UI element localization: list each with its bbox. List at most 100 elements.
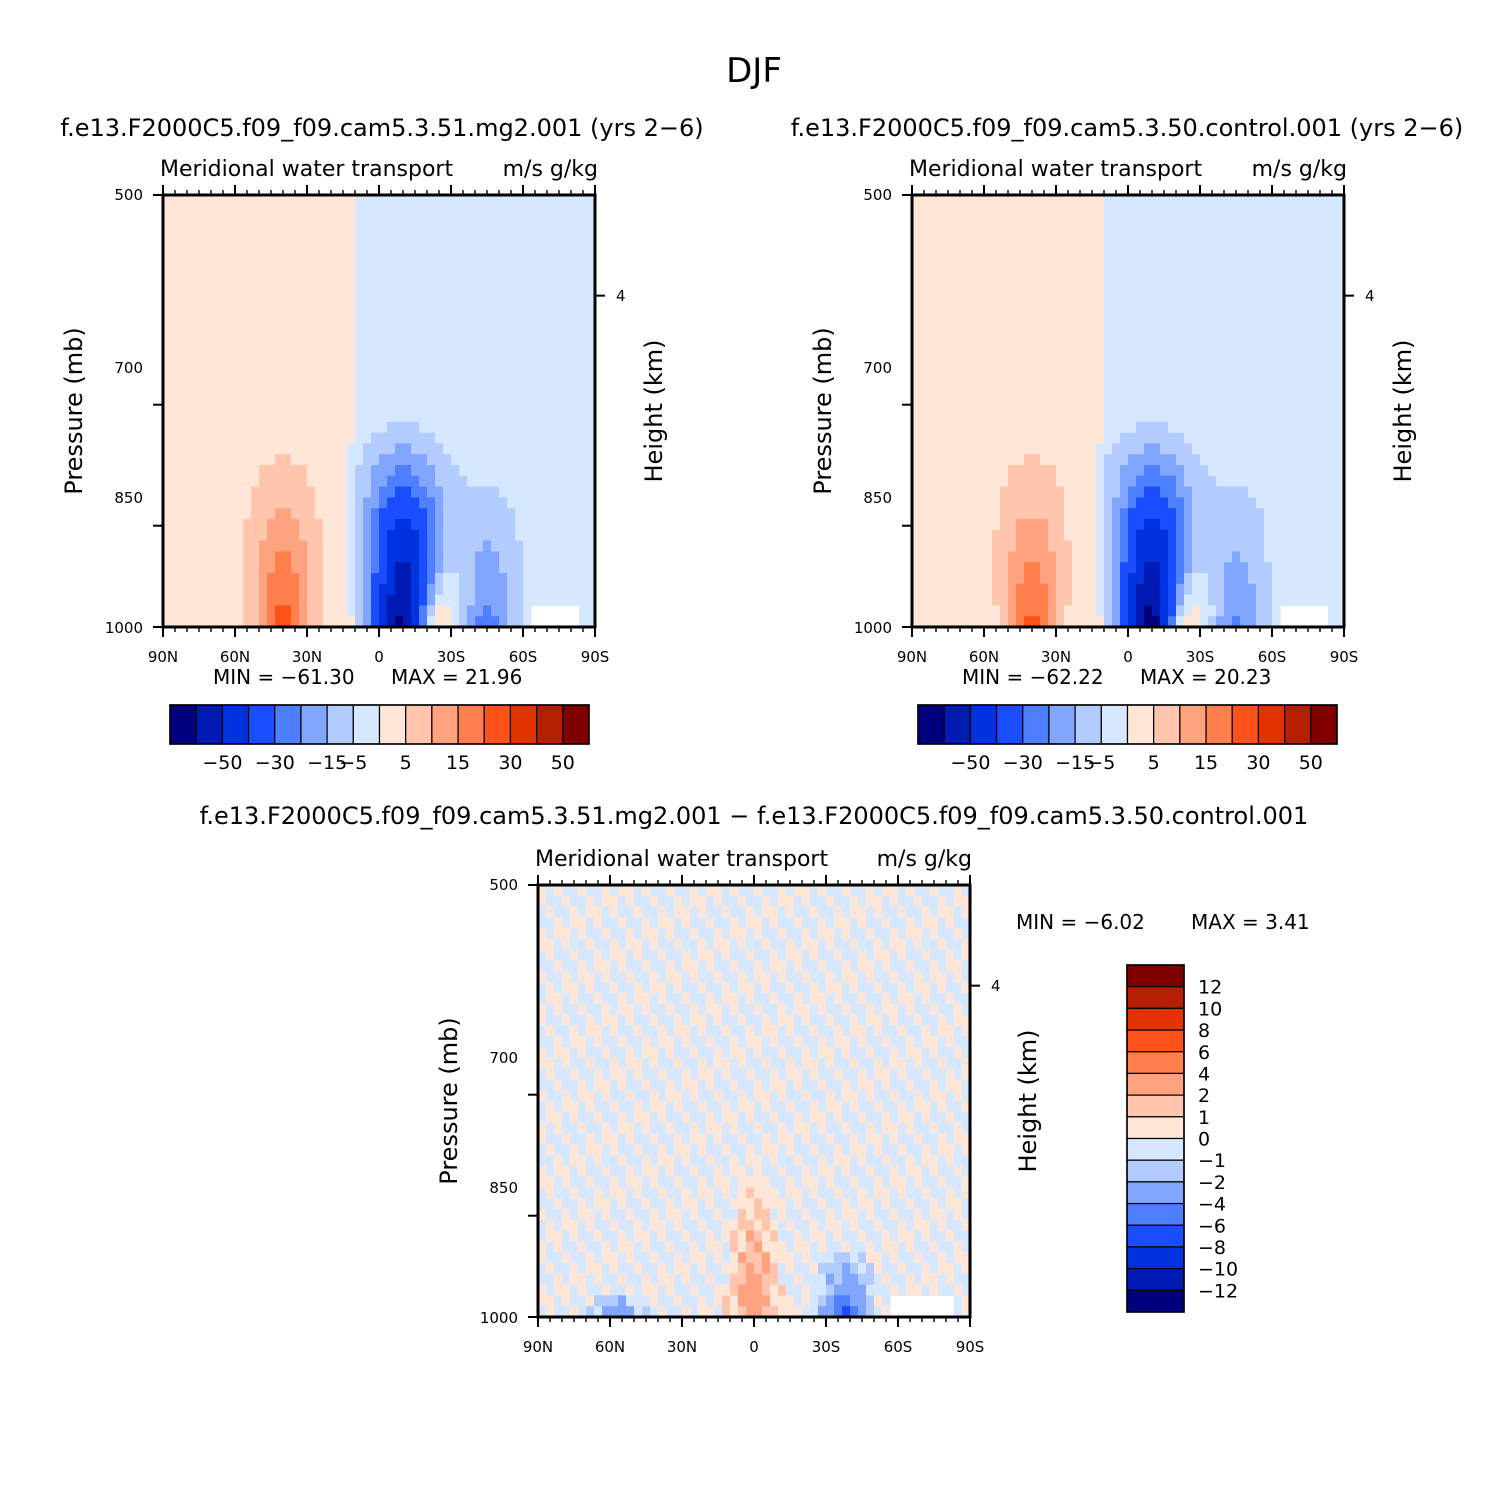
heatmap-cell: [435, 475, 444, 488]
heatmap-cell: [1000, 497, 1009, 509]
panel-1-xtick-30s: 30S: [437, 648, 466, 666]
heatmap-cell: [579, 551, 588, 563]
heatmap-cell: [858, 939, 867, 951]
heatmap-cell: [1216, 421, 1225, 434]
heatmap-cell: [578, 906, 587, 918]
heatmap-cell: [1336, 389, 1345, 401]
heatmap-cell: [379, 475, 388, 488]
heatmap-cell: [1072, 454, 1081, 466]
heatmap-cell: [531, 400, 540, 412]
panel-1-min-label: MIN = −61.30: [213, 665, 355, 689]
heatmap-cell: [1312, 594, 1321, 606]
heatmap-cell: [355, 562, 364, 574]
heatmap-cell: [1296, 573, 1305, 585]
heatmap-cell: [984, 583, 993, 596]
heatmap-cell: [1000, 583, 1009, 596]
heatmap-cell: [1024, 400, 1033, 412]
heatmap-cell: [539, 195, 548, 207]
heatmap-cell: [267, 195, 276, 207]
heatmap-cell: [171, 508, 180, 520]
heatmap-cell: [1128, 616, 1137, 628]
heatmap-cell: [307, 594, 316, 606]
heatmap-cell: [842, 917, 851, 929]
heatmap-cell: [187, 529, 196, 542]
heatmap-cell: [523, 486, 532, 498]
heatmap-cell: [1232, 411, 1241, 423]
heatmap-cell: [523, 562, 532, 574]
heatmap-cell: [491, 205, 500, 218]
heatmap-cell: [187, 411, 196, 423]
heatmap-cell: [960, 367, 969, 380]
heatmap-cell: [1008, 259, 1017, 272]
heatmap-cell: [738, 917, 747, 929]
heatmap-cell: [1280, 454, 1289, 466]
heatmap-cell: [1128, 475, 1137, 488]
heatmap-cell: [1144, 540, 1153, 552]
heatmap-cell: [579, 594, 588, 606]
heatmap-cell: [1136, 465, 1145, 477]
heatmap-cell: [1144, 465, 1153, 477]
heatmap-cell: [555, 583, 564, 596]
heatmap-cell: [315, 443, 324, 455]
heatmap-cell: [507, 497, 516, 509]
heatmap-cell: [984, 411, 993, 423]
heatmap-cell: [1272, 411, 1281, 423]
heatmap-cell: [1152, 583, 1161, 596]
heatmap-cell: [1280, 573, 1289, 585]
heatmap-cell: [211, 540, 220, 552]
heatmap-cell: [968, 195, 977, 207]
heatmap-cell: [227, 421, 236, 434]
heatmap-cell: [187, 313, 196, 326]
heatmap-cell: [299, 529, 308, 542]
heatmap-cell: [195, 205, 204, 218]
heatmap-cell: [171, 400, 180, 412]
heatmap-cell: [602, 939, 611, 951]
heatmap-cell: [936, 270, 945, 282]
heatmap-cell: [235, 432, 244, 444]
heatmap-cell: [928, 281, 937, 293]
heatmap-cell: [371, 400, 380, 412]
heatmap-cell: [1152, 292, 1161, 304]
heatmap-cell: [435, 411, 444, 423]
heatmap-cell: [554, 960, 563, 972]
heatmap-cell: [1240, 519, 1249, 531]
heatmap-cell: [259, 443, 268, 455]
heatmap-cell: [1048, 540, 1057, 552]
heatmap-cell: [587, 529, 596, 542]
heatmap-cell: [992, 616, 1001, 628]
heatmap-cell: [1096, 400, 1105, 412]
heatmap-cell: [1088, 551, 1097, 563]
heatmap-cell: [984, 357, 993, 369]
heatmap-cell: [195, 529, 204, 542]
heatmap-cell: [1104, 313, 1113, 326]
heatmap-cell: [187, 303, 196, 315]
heatmap-cell: [1072, 249, 1081, 261]
heatmap-cell: [227, 583, 236, 596]
heatmap-cell: [1112, 270, 1121, 282]
heatmap-cell: [379, 270, 388, 282]
heatmap-cell: [427, 367, 436, 380]
heatmap-cell: [259, 421, 268, 434]
heatmap-cell: [267, 292, 276, 304]
heatmap-cell: [163, 486, 172, 498]
heatmap-cell: [634, 960, 643, 972]
heatmap-cell: [483, 583, 492, 596]
heatmap-cell: [968, 454, 977, 466]
heatmap-cell: [1128, 519, 1137, 531]
heatmap-cell: [1272, 324, 1281, 336]
heatmap-cell: [1000, 605, 1009, 617]
heatmap-cell: [714, 960, 723, 972]
heatmap-cell: [219, 551, 228, 563]
heatmap-cell: [1184, 335, 1193, 347]
heatmap-cell: [1136, 562, 1145, 574]
heatmap-cell: [1256, 292, 1265, 304]
heatmap-cell: [928, 216, 937, 228]
heatmap-cell: [1224, 367, 1233, 380]
heatmap-cell: [419, 335, 428, 347]
heatmap-cell: [259, 497, 268, 509]
heatmap-cell: [1240, 346, 1249, 358]
heatmap-cell: [1128, 303, 1137, 315]
heatmap-cell: [523, 411, 532, 423]
heatmap-cell: [1184, 313, 1193, 326]
heatmap-cell: [1032, 292, 1041, 304]
